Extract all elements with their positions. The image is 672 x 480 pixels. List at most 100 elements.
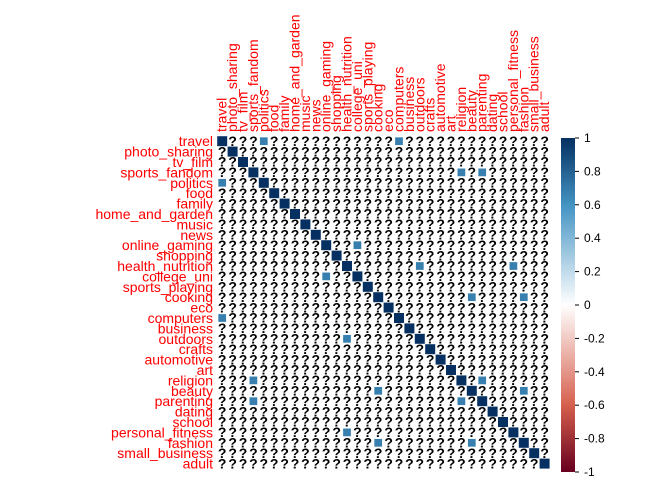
- missing-cell-marker: ?: [343, 133, 352, 149]
- missing-cell-marker: ?: [353, 258, 362, 274]
- missing-cell-marker: ?: [301, 403, 310, 419]
- missing-cell-marker: ?: [436, 414, 445, 430]
- missing-cell-marker: ?: [353, 143, 362, 159]
- missing-cell-marker: ?: [249, 268, 258, 284]
- missing-cell-marker: ?: [322, 435, 331, 451]
- missing-cell-marker: ?: [260, 320, 269, 336]
- missing-cell-marker: ?: [218, 289, 227, 305]
- missing-cell-marker: ?: [218, 414, 227, 430]
- missing-cell-marker: ?: [478, 216, 487, 232]
- missing-cell-marker: ?: [520, 258, 529, 274]
- column-label: photo_sharing: [224, 43, 240, 132]
- missing-cell-marker: ?: [509, 393, 518, 409]
- missing-cell-marker: ?: [280, 310, 289, 326]
- missing-cell-marker: ?: [509, 216, 518, 232]
- column-label: school: [495, 92, 511, 132]
- missing-cell-marker: ?: [332, 372, 341, 388]
- missing-cell-marker: ?: [499, 237, 508, 253]
- missing-cell-marker: ?: [239, 185, 248, 201]
- missing-cell-marker: ?: [343, 164, 352, 180]
- correlation-cell: [509, 262, 518, 270]
- missing-cell-marker: ?: [280, 331, 289, 347]
- missing-cell-marker: ?: [540, 424, 549, 440]
- missing-cell-marker: ?: [509, 362, 518, 378]
- missing-cell-marker: ?: [499, 279, 508, 295]
- missing-cell-marker: ?: [395, 435, 404, 451]
- missing-cell-marker: ?: [364, 455, 373, 471]
- matrix-cells: ????????????????????????????????????????…: [217, 133, 550, 471]
- missing-cell-marker: ?: [416, 227, 425, 243]
- missing-cell-marker: ?: [395, 279, 404, 295]
- missing-cell-marker: ?: [270, 383, 279, 399]
- missing-cell-marker: ?: [322, 143, 331, 159]
- missing-cell-marker: ?: [488, 362, 497, 378]
- missing-cell-marker: ?: [457, 279, 466, 295]
- missing-cell-marker: ?: [301, 143, 310, 159]
- missing-cell-marker: ?: [447, 403, 456, 419]
- missing-cell-marker: ?: [395, 164, 404, 180]
- missing-cell-marker: ?: [270, 216, 279, 232]
- missing-cell-marker: ?: [218, 227, 227, 243]
- missing-cell-marker: ?: [499, 372, 508, 388]
- column-label: sports_playing: [359, 42, 375, 132]
- missing-cell-marker: ?: [457, 216, 466, 232]
- missing-cell-marker: ?: [447, 237, 456, 253]
- missing-cell-marker: ?: [499, 320, 508, 336]
- missing-cell-marker: ?: [218, 299, 227, 315]
- missing-cell-marker: ?: [270, 310, 279, 326]
- correlation-cell: [374, 386, 383, 395]
- missing-cell-marker: ?: [436, 310, 445, 326]
- missing-cell-marker: ?: [260, 455, 269, 471]
- missing-cell-marker: ?: [249, 216, 258, 232]
- missing-cell-marker: ?: [260, 143, 269, 159]
- row-label: beauty: [171, 383, 213, 399]
- missing-cell-marker: ?: [228, 435, 237, 451]
- missing-cell-marker: ?: [322, 216, 331, 232]
- missing-cell-marker: ?: [520, 237, 529, 253]
- column-label: adult: [536, 102, 552, 132]
- missing-cell-marker: ?: [332, 414, 341, 430]
- missing-cell-marker: ?: [436, 164, 445, 180]
- missing-cell-marker: ?: [530, 393, 539, 409]
- missing-cell-marker: ?: [405, 185, 414, 201]
- missing-cell-marker: ?: [322, 164, 331, 180]
- missing-cell-marker: ?: [405, 195, 414, 211]
- missing-cell-marker: ?: [249, 445, 258, 461]
- missing-cell-marker: ?: [457, 175, 466, 191]
- diagonal-cell: [248, 167, 259, 178]
- missing-cell-marker: ?: [218, 372, 227, 388]
- missing-cell-marker: ?: [468, 268, 477, 284]
- column-label: college_uni: [349, 61, 365, 132]
- missing-cell-marker: ?: [239, 279, 248, 295]
- missing-cell-marker: ?: [249, 185, 258, 201]
- missing-cell-marker: ?: [228, 279, 237, 295]
- missing-cell-marker: ?: [384, 424, 393, 440]
- missing-cell-marker: ?: [249, 289, 258, 305]
- missing-cell-marker: ?: [405, 268, 414, 284]
- missing-cell-marker: ?: [249, 143, 258, 159]
- missing-cell-marker: ?: [530, 175, 539, 191]
- missing-cell-marker: ?: [499, 143, 508, 159]
- missing-cell-marker: ?: [353, 331, 362, 347]
- missing-cell-marker: ?: [478, 424, 487, 440]
- missing-cell-marker: ?: [343, 393, 352, 409]
- missing-cell-marker: ?: [228, 247, 237, 263]
- missing-cell-marker: ?: [520, 185, 529, 201]
- missing-cell-marker: ?: [312, 341, 321, 357]
- missing-cell-marker: ?: [322, 175, 331, 191]
- diagonal-cell: [373, 292, 384, 303]
- missing-cell-marker: ?: [280, 185, 289, 201]
- diagonal-cell: [290, 209, 300, 219]
- missing-cell-marker: ?: [322, 455, 331, 471]
- missing-cell-marker: ?: [416, 424, 425, 440]
- missing-cell-marker: ?: [426, 455, 435, 471]
- missing-cell-marker: ?: [353, 175, 362, 191]
- missing-cell-marker: ?: [530, 143, 539, 159]
- missing-cell-marker: ?: [270, 279, 279, 295]
- row-label: family: [176, 196, 213, 212]
- missing-cell-marker: ?: [301, 435, 310, 451]
- missing-cell-marker: ?: [468, 206, 477, 222]
- diagonal-cell: [477, 396, 488, 407]
- missing-cell-marker: ?: [343, 247, 352, 263]
- missing-cell-marker: ?: [249, 331, 258, 347]
